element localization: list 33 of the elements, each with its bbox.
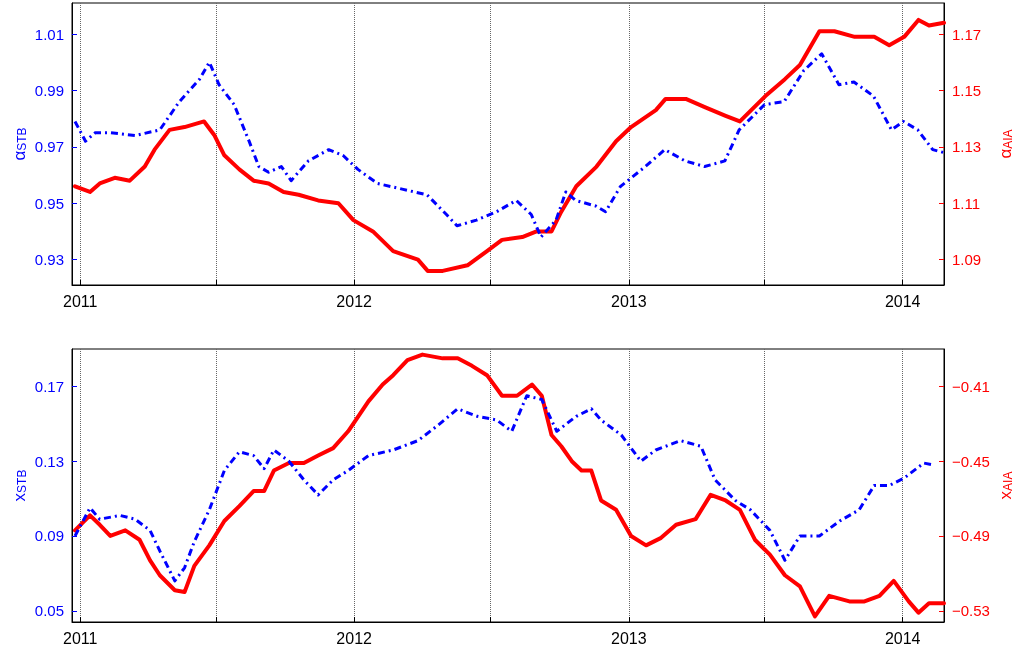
y2-tick-label: −0.53 [952,602,990,620]
y-tick-label: 0.93 [34,251,64,269]
y2-tick-label: 1.11 [952,194,981,212]
x-tick-label: 2014 [884,292,921,310]
y-tick-label: 0.99 [34,81,64,99]
y-tick-label: 1.01 [34,25,64,43]
y2-tick-label: 1.15 [952,81,982,99]
y2-axis-title: xAIA [995,471,1015,500]
x-tick-label: 2011 [63,292,98,310]
y2-tick-label: −0.41 [952,377,990,395]
y-tick-label: 0.17 [34,377,64,395]
x-tick-label: 2011 [63,629,98,647]
y-tick-label: 0.05 [34,602,64,620]
y-tick-label: 0.95 [34,194,64,212]
line-series [73,52,945,239]
line-series [73,17,946,273]
x-tick-label: 2013 [611,292,647,310]
y2-tick-label: −0.49 [952,527,990,545]
y2-tick-label: 1.17 [952,25,982,43]
y-tick-label: 0.97 [34,138,64,156]
line-series [73,352,946,619]
x-tick-label: 2012 [336,629,373,647]
y2-tick-label: −0.45 [952,452,990,470]
y-axis-title: αSTB [9,127,29,161]
x-tick-label: 2012 [336,292,373,310]
x-tick-label: 2014 [884,629,921,647]
y2-tick-label: 1.13 [952,138,982,156]
y-tick-label: 0.09 [34,527,64,545]
y2-tick-label: 1.09 [952,251,982,269]
y-tick-label: 0.13 [34,452,64,470]
y2-axis-title: αAIA [995,129,1015,159]
x-tick-label: 2013 [611,629,647,647]
y-axis-title: xSTB [9,469,29,502]
